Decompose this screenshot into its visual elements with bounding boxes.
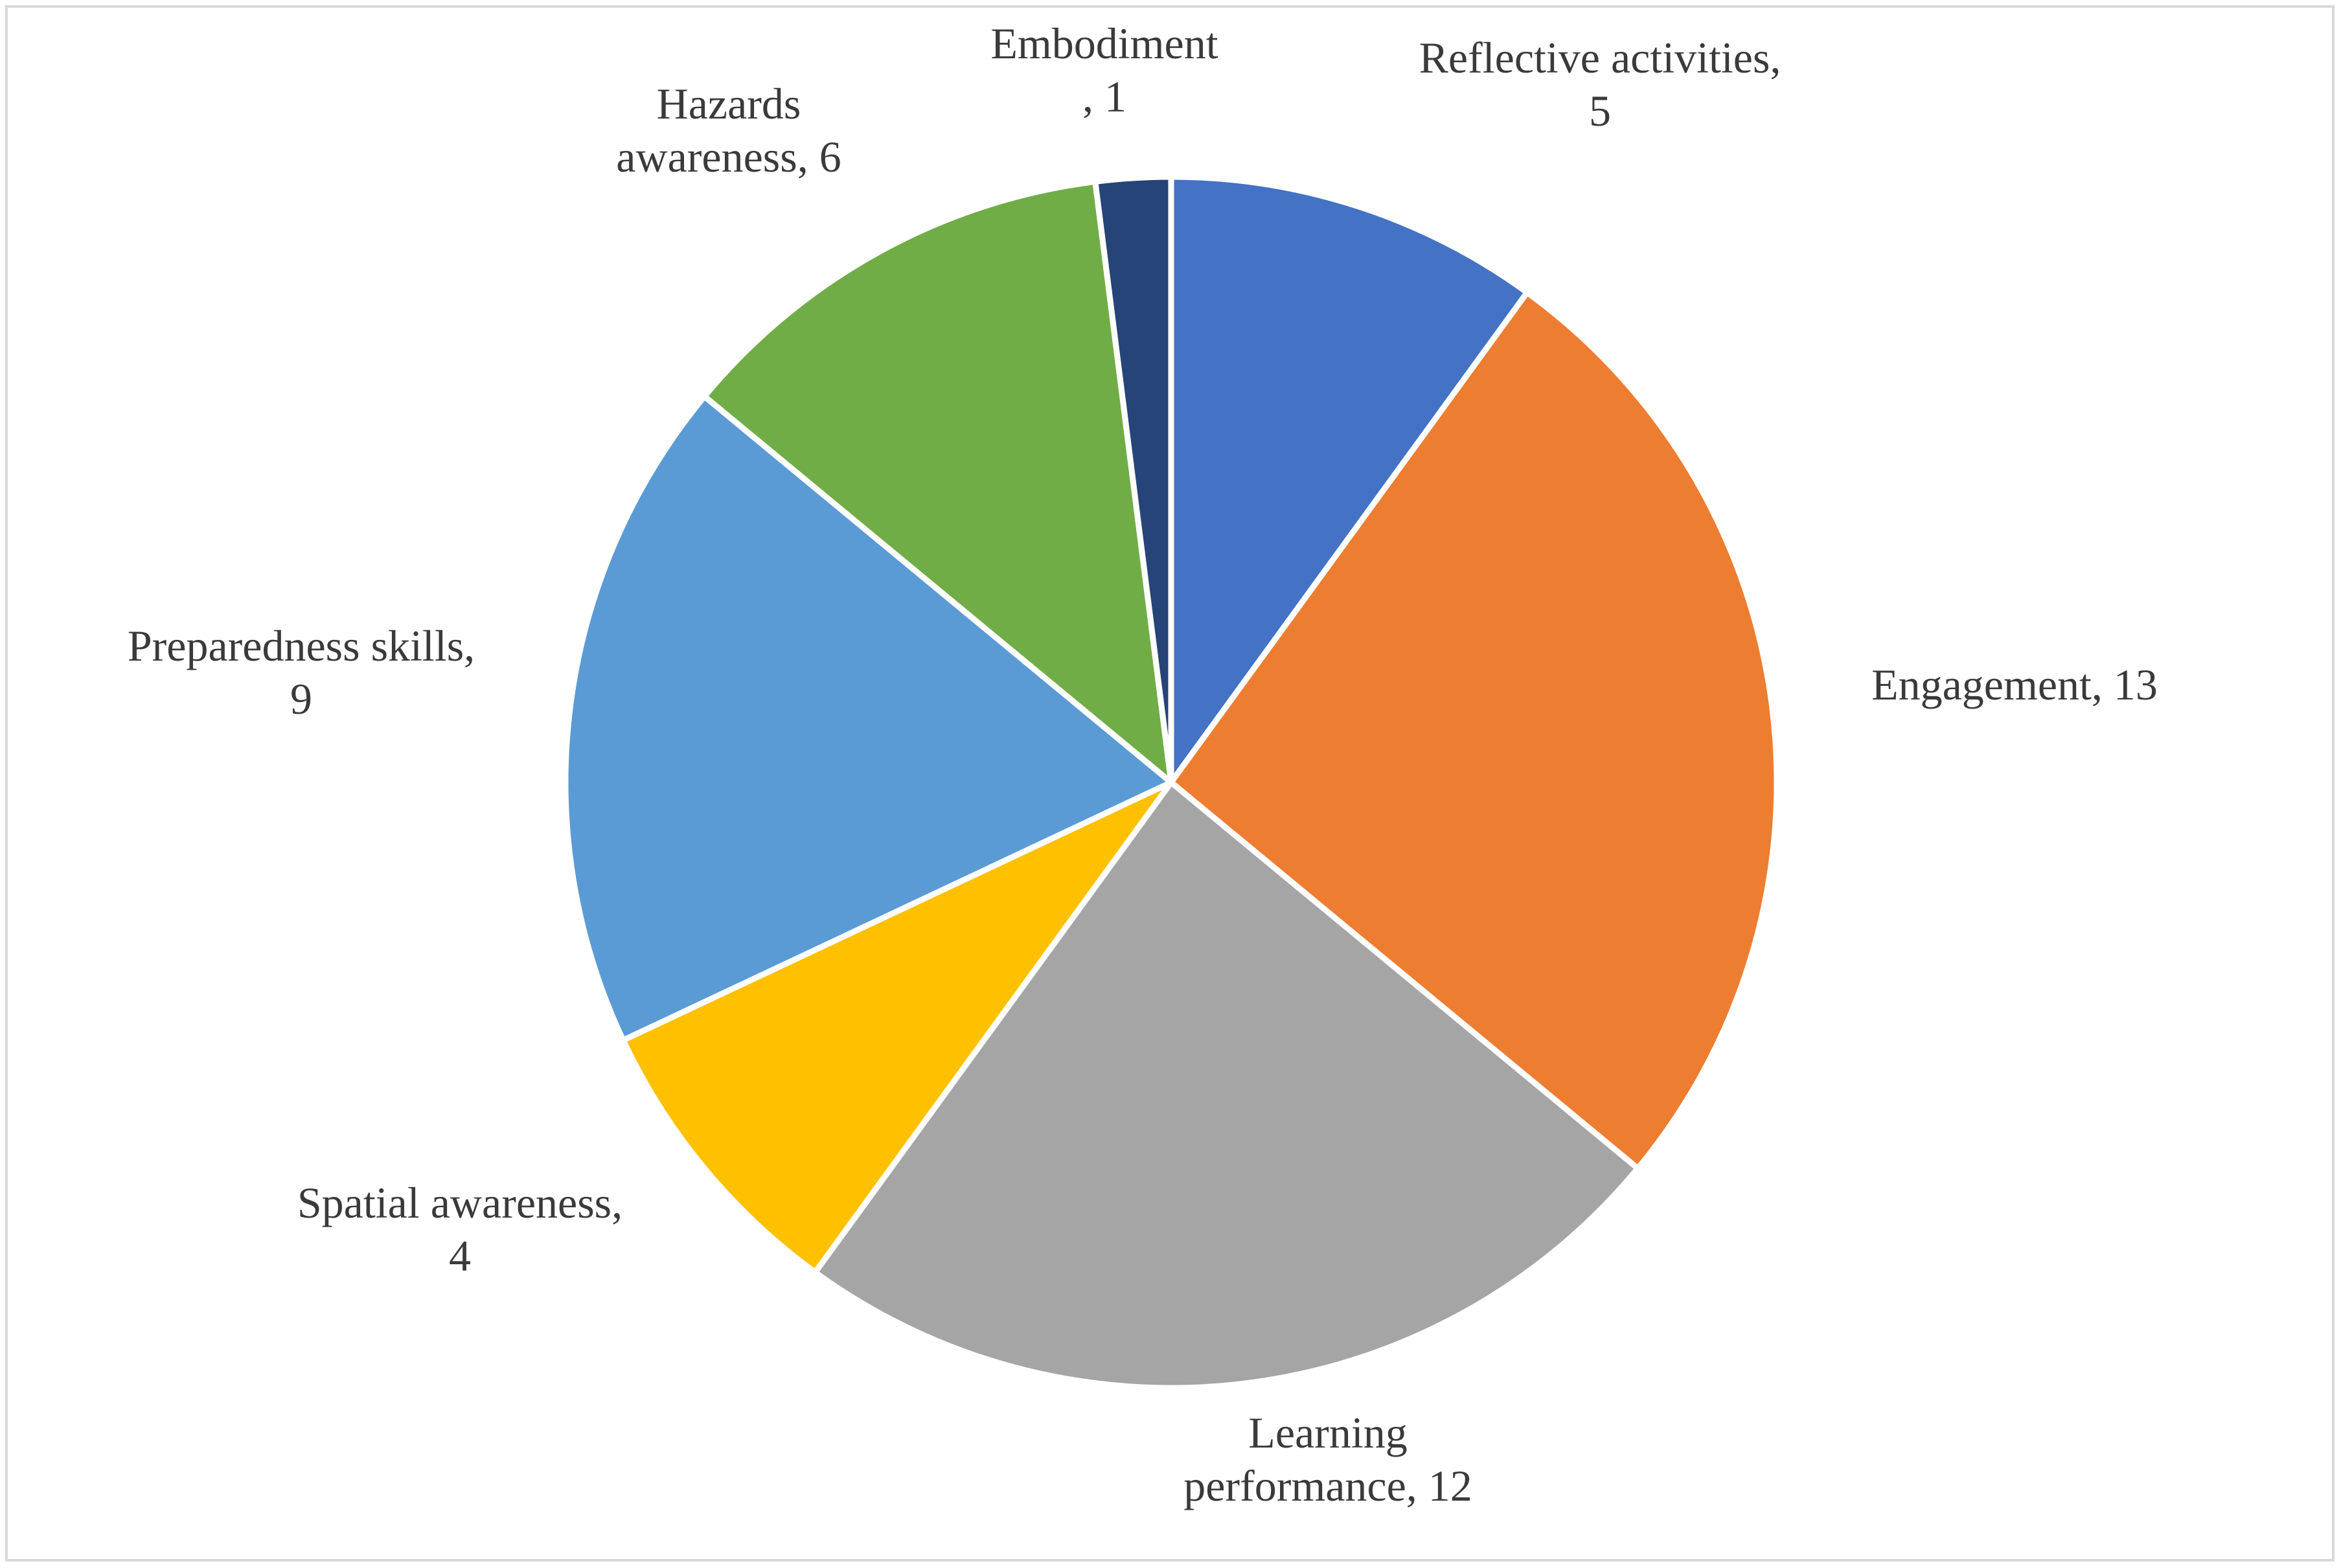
- pie-label-spatial-awareness: Spatial awareness, 4: [297, 1178, 622, 1280]
- pie-slice-learning-performance: [812, 779, 1641, 1391]
- pie-label-line: Spatial awareness,: [297, 1178, 622, 1227]
- pie-label-line: Embodiment: [990, 19, 1218, 68]
- pie-label-line: performance, 12: [1183, 1461, 1472, 1510]
- pie-label-preparedness-skills: Preparedness skills, 9: [128, 621, 475, 723]
- pie-slice-hazards-awareness: [702, 178, 1174, 786]
- pie-slice-spatial-awareness: [620, 779, 1174, 1275]
- pie-slice-embodiment: [1092, 174, 1174, 786]
- pie-label-learning-performance: Learning performance, 12: [1183, 1408, 1472, 1510]
- pie-label-line: Reflective activities,: [1419, 33, 1781, 82]
- pie-slice-preparedness-skills: [562, 393, 1174, 1043]
- pie-label-line: Engagement, 13: [1871, 660, 2158, 709]
- pie-labels: Reflective activities, 5 Engagement, 13 Lea…: [128, 19, 2158, 1510]
- pie-label-line: 9: [290, 674, 312, 723]
- pie-slice-reflective-activities: [1168, 174, 1531, 786]
- pie-label-hazards-awareness: Hazards awareness, 6: [616, 79, 841, 181]
- pie-label-line: awareness, 6: [616, 132, 841, 181]
- pie-slices: [562, 174, 1780, 1391]
- pie-label-line: 4: [449, 1231, 471, 1280]
- pie-label-line: 5: [1589, 86, 1611, 135]
- pie-label-line: , 1: [1082, 72, 1126, 121]
- pie-label-line: Hazards: [657, 79, 801, 128]
- pie-label-engagement: Engagement, 13: [1871, 660, 2158, 709]
- pie-label-line: Learning: [1248, 1408, 1407, 1457]
- pie-label-reflective-activities: Reflective activities, 5: [1419, 33, 1781, 135]
- pie-label-line: Preparedness skills,: [128, 621, 475, 670]
- pie-label-embodiment: Embodiment, 1: [990, 19, 1218, 121]
- pie-slice-engagement: [1168, 290, 1780, 1172]
